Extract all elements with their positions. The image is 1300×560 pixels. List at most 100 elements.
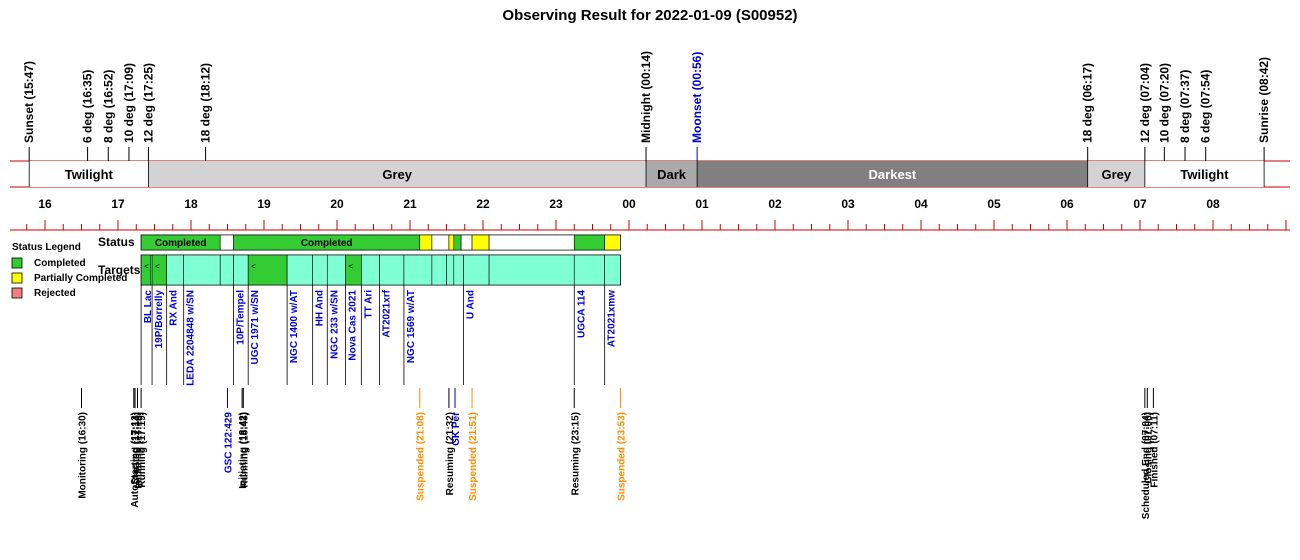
sky-band-label: Grey	[1101, 167, 1131, 182]
status-row-label: Status	[98, 235, 135, 249]
status-bar-none	[488, 234, 575, 251]
target-check-mark: <	[251, 262, 256, 271]
hour-tick-label: 05	[987, 197, 1001, 211]
hour-tick-label: 21	[403, 197, 417, 211]
sky-band-twilight	[1144, 161, 1265, 187]
target-block	[219, 254, 234, 286]
target-label: NGC 1569 w/AT	[406, 290, 417, 363]
status-bar-partial	[471, 234, 490, 251]
top-event-label: 10 deg (07:20)	[1157, 63, 1171, 143]
target-block	[233, 254, 249, 286]
target-label: HH And	[315, 290, 326, 326]
target-check-mark: <	[155, 262, 160, 271]
target-label: BL Lac	[143, 290, 154, 324]
hour-tick-label: 16	[38, 197, 52, 211]
top-event-label: 6 deg (07:54)	[1199, 70, 1213, 143]
top-event-label: Moonset (00:56)	[690, 52, 704, 143]
status-bar-completed	[453, 234, 462, 251]
bottom-event-label: Suspended (21:08)	[416, 412, 427, 501]
status-legend: Status Legend Completed Partially Comple…	[11, 242, 127, 299]
status-bar-label: Completed	[301, 238, 353, 249]
target-block	[379, 254, 405, 286]
target-label: 19P/Borrelly	[154, 290, 165, 349]
bottom-event-label: Suspended (21:51)	[468, 412, 479, 501]
target-block	[463, 254, 490, 286]
target-check-mark: <	[144, 262, 149, 271]
hour-tick-label: 17	[111, 197, 125, 211]
target-label: U And	[466, 290, 477, 319]
target-label: UGC 1971 w/SN	[250, 290, 261, 364]
legend-swatch-partial	[11, 272, 23, 284]
hour-tick-label: 04	[914, 197, 928, 211]
top-event-label: 12 deg (17:25)	[141, 63, 155, 143]
target-block	[453, 254, 464, 286]
hour-tick-label: 22	[476, 197, 490, 211]
target-block	[604, 254, 621, 286]
bottom-event-markers: Monitoring (16:30) AutoStarting (17:13)Cr…	[78, 388, 1160, 519]
chart-title: Observing Result for 2022-01-09 (S00952)	[502, 7, 797, 24]
legend-label-rejected: Rejected	[34, 288, 76, 299]
status-bar-none	[431, 234, 450, 251]
hour-axis: 16 17 18 19 20 21 22 23 00 01 02 03 04 05 06 07 08	[10, 197, 1290, 231]
top-event-label: 18 deg (18:12)	[199, 63, 213, 143]
status-bar-label: Completed	[155, 238, 207, 249]
hour-tick-label: 08	[1206, 197, 1220, 211]
top-event-label: 6 deg (16:35)	[81, 70, 95, 143]
status-bar-none	[219, 234, 234, 251]
bottom-event-label: GK Per	[451, 412, 462, 446]
top-event-label: 12 deg (07:04)	[1138, 63, 1152, 143]
sky-band-label: Grey	[382, 167, 412, 182]
bottom-event-label: Initiating (18:42)	[238, 412, 249, 489]
top-event-markers: Sunset (15:47) 6 deg (16:35) 8 deg (16:52)…	[22, 51, 1271, 161]
target-block	[361, 254, 380, 286]
hour-tick-label: 01	[695, 197, 709, 211]
bottom-event-label: Resuming (23:15)	[570, 412, 581, 495]
top-event-label: Sunrise (08:42)	[1257, 57, 1271, 143]
target-label: NGC 233 w/SN	[329, 290, 340, 359]
bottom-event-label: Created (17:14)	[131, 412, 142, 484]
hour-tick-label: 03	[841, 197, 855, 211]
hour-tick-label: 19	[257, 197, 271, 211]
top-event-label: 8 deg (07:37)	[1178, 70, 1192, 143]
sky-band-darkest	[697, 161, 1088, 187]
sky-band-label: Dark	[657, 167, 687, 182]
legend-title: Status Legend	[12, 242, 81, 253]
top-event-label: 8 deg (16:52)	[101, 70, 115, 143]
hour-tick-label: 00	[622, 197, 636, 211]
hour-tick-label: 06	[1060, 197, 1074, 211]
hour-tick-label: 07	[1133, 197, 1147, 211]
target-block	[446, 254, 455, 286]
target-block	[312, 254, 328, 286]
bottom-event-label: Closing (07:06)	[1143, 412, 1154, 484]
target-block	[286, 254, 313, 286]
top-event-label: 10 deg (17:09)	[122, 63, 136, 143]
top-event-label: Sunset (15:47)	[22, 61, 36, 143]
bottom-event-label: Scheduled End (07:04)	[1141, 412, 1152, 519]
target-block	[431, 254, 447, 286]
legend-label-completed: Completed	[34, 258, 86, 269]
target-block	[247, 254, 288, 286]
bottom-event-label: Resuming (21:32)	[445, 412, 456, 495]
target-label: NGC 1400 w/AT	[289, 290, 300, 363]
bottom-event-label: Finished (07:11)	[1149, 412, 1160, 488]
sky-band-grey	[1087, 161, 1145, 187]
targets-row-label: Targets	[98, 263, 141, 277]
status-row: Completed Completed	[140, 234, 621, 251]
target-block	[573, 254, 605, 286]
status-bar-none	[460, 234, 473, 251]
target-block	[488, 254, 575, 286]
sky-band-grey	[148, 161, 647, 187]
bottom-event-label: Initiating (17:16)	[133, 412, 144, 489]
target-block	[403, 254, 433, 286]
sky-band-label: Darkest	[869, 167, 917, 182]
target-label: Nova Cas 2021	[348, 290, 359, 361]
bottom-event-label: AutoStarting (17:13)	[130, 412, 141, 508]
status-bar-partial	[448, 234, 455, 251]
status-bar-partial	[419, 234, 433, 251]
target-label: RX And	[169, 290, 180, 326]
target-block	[140, 254, 152, 286]
bottom-event-label: GSC 122:429	[224, 412, 235, 474]
sky-band-dark	[646, 161, 698, 187]
target-label: 10P/Tempel	[236, 290, 247, 345]
